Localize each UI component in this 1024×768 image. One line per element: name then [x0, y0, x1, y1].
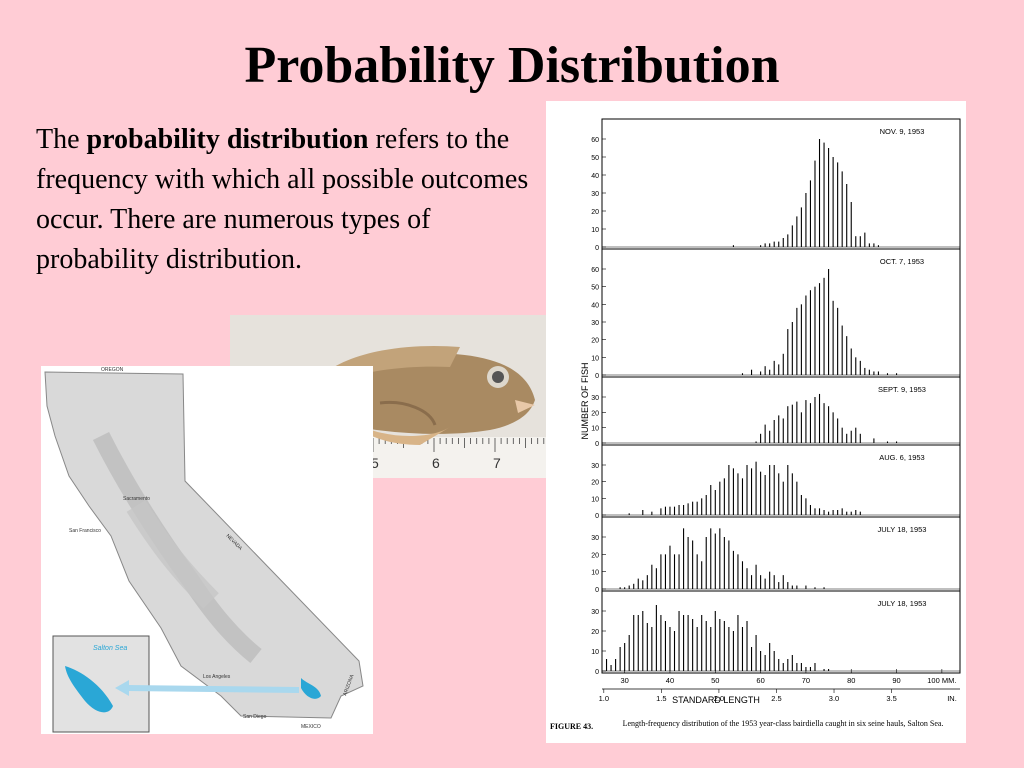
inset-arrow-head — [115, 680, 129, 696]
y-tick-label: 0 — [595, 441, 599, 448]
salton-sea-marker — [301, 678, 321, 699]
figure-caption-label: FIGURE 43. — [550, 722, 593, 731]
length-frequency-histograms: NUMBER OF FISH STANDARD LENGTH FIGURE 43… — [550, 118, 961, 731]
slide-body-text: The probability distribution refers to t… — [36, 120, 536, 280]
y-tick-label: 30 — [591, 535, 599, 542]
inset-arrow — [122, 685, 300, 693]
map-label-sacramento: Sacramento — [123, 496, 150, 502]
y-tick-label: 20 — [591, 410, 599, 417]
x-inch-tick-label: 1.0 — [599, 694, 609, 703]
x-mm-tick-label: 90 — [892, 676, 900, 685]
y-tick-label: 10 — [591, 496, 599, 503]
y-tick-label: 20 — [591, 338, 599, 345]
y-tick-label: 10 — [591, 649, 599, 656]
x-mm-tick-label: 30 — [620, 676, 628, 685]
ruler-number-6: 6 — [432, 455, 440, 471]
x-mm-tick-label: 50 — [711, 676, 719, 685]
map-label-los-angeles: Los Angeles — [203, 674, 231, 680]
y-tick-label: 10 — [591, 227, 599, 234]
x-mm-tick-label: 80 — [847, 676, 855, 685]
slide-title: Probability Distribution — [244, 37, 780, 94]
x-inch-tick-label: 3.5 — [886, 694, 896, 703]
panel-date-label: JULY 18, 1953 — [878, 525, 927, 534]
panel-date-label: NOV. 9, 1953 — [880, 127, 925, 136]
california-map: OREGON NEVADA ARIZONA MEXICO Sacramento … — [41, 366, 373, 734]
x-mm-tick-label: 40 — [666, 676, 674, 685]
y-tick-label: 0 — [595, 373, 599, 380]
map-label-oregon: OREGON — [101, 367, 124, 373]
x-axis-inches: 1.0 1.5 2.0 2.5 3.0 3.5 IN. — [599, 688, 960, 703]
y-tick-label: 20 — [591, 629, 599, 636]
y-tick-label: 30 — [591, 463, 599, 470]
histogram-panel: 0 10 20 30 40 50 60 OCT. 7, 1953 — [591, 248, 960, 380]
y-tick-label: 10 — [591, 355, 599, 362]
salton-sea-inset-water — [65, 666, 113, 713]
histogram-panel: 0 10 20 30 AUG. 6, 1953 — [591, 444, 960, 520]
panel-date-label: JULY 18, 1953 — [878, 599, 927, 608]
y-tick-label: 30 — [591, 320, 599, 327]
y-tick-label: 60 — [591, 137, 599, 144]
body-text-bold-term: probability distribution — [86, 124, 369, 155]
histogram-panel: 0 10 20 30 40 50 60 NOV. 9, 1953 — [591, 127, 960, 252]
y-tick-label: 10 — [591, 570, 599, 577]
y-tick-label: 40 — [591, 302, 599, 309]
y-tick-label: 20 — [591, 552, 599, 559]
figure-frame — [601, 118, 961, 674]
x-inch-tick-label: 3.0 — [829, 694, 839, 703]
map-label-san-francisco: San Francisco — [69, 528, 101, 534]
california-map-drawing: OREGON NEVADA ARIZONA MEXICO Sacramento … — [41, 366, 373, 734]
histogram-panel: 0 10 20 30 SEPT. 9, 1953 — [591, 376, 960, 448]
ruler-number-5: 5 — [371, 455, 379, 471]
map-label-san-diego: San Diego — [243, 714, 267, 720]
y-tick-label: 0 — [595, 587, 599, 594]
california-landmass — [44, 371, 364, 719]
y-tick-label: 0 — [595, 245, 599, 252]
map-label-salton-sea: Salton Sea — [93, 645, 127, 652]
histogram-panel: 0 10 20 30 JULY 18, 1953 — [591, 590, 960, 676]
y-tick-label: 0 — [595, 513, 599, 520]
x-mm-tick-label: 100 MM. — [927, 676, 956, 685]
x-inch-tick-label: 2.5 — [771, 694, 781, 703]
y-tick-label: 50 — [591, 285, 599, 292]
figure-caption: Length-frequency distribution of the 195… — [622, 719, 944, 728]
panel-date-label: OCT. 7, 1953 — [880, 257, 924, 266]
y-tick-label: 10 — [591, 426, 599, 433]
body-text-end: refers to the frequency with which all p… — [36, 124, 529, 275]
body-text-start: The — [36, 124, 87, 155]
y-tick-label: 50 — [591, 155, 599, 162]
ruler-number-7: 7 — [493, 455, 501, 471]
y-tick-label: 20 — [591, 209, 599, 216]
y-tick-label: 30 — [591, 191, 599, 198]
y-tick-label: 30 — [591, 609, 599, 616]
x-mm-tick-label: 70 — [802, 676, 810, 685]
y-axis-label: NUMBER OF FISH — [580, 362, 590, 439]
panel-date-label: AUG. 6, 1953 — [879, 453, 924, 462]
x-inch-tick-label: 2.0 — [714, 694, 724, 703]
x-axis-label: STANDARD LENGTH — [672, 695, 760, 705]
x-axis-mm: 30 40 50 60 70 80 90 100 MM. — [620, 669, 956, 685]
panel-date-label: SEPT. 9, 1953 — [878, 385, 926, 394]
y-tick-label: 0 — [595, 669, 599, 676]
y-tick-label: 40 — [591, 173, 599, 180]
length-frequency-figure: NUMBER OF FISH STANDARD LENGTH FIGURE 43… — [546, 101, 966, 743]
figure-caption-wrapper: Length-frequency distribution of the 195… — [622, 719, 944, 728]
y-tick-label: 60 — [591, 267, 599, 274]
y-tick-label: 20 — [591, 480, 599, 487]
x-inch-tick-label: IN. — [947, 694, 957, 703]
y-tick-label: 30 — [591, 395, 599, 402]
histogram-panel: 0 10 20 30 JULY 18, 1953 — [591, 516, 960, 594]
x-inch-tick-label: 1.5 — [656, 694, 666, 703]
map-label-mexico: MEXICO — [301, 724, 321, 730]
salton-sea-inset: Salton Sea — [52, 635, 150, 733]
x-mm-tick-label: 60 — [756, 676, 764, 685]
